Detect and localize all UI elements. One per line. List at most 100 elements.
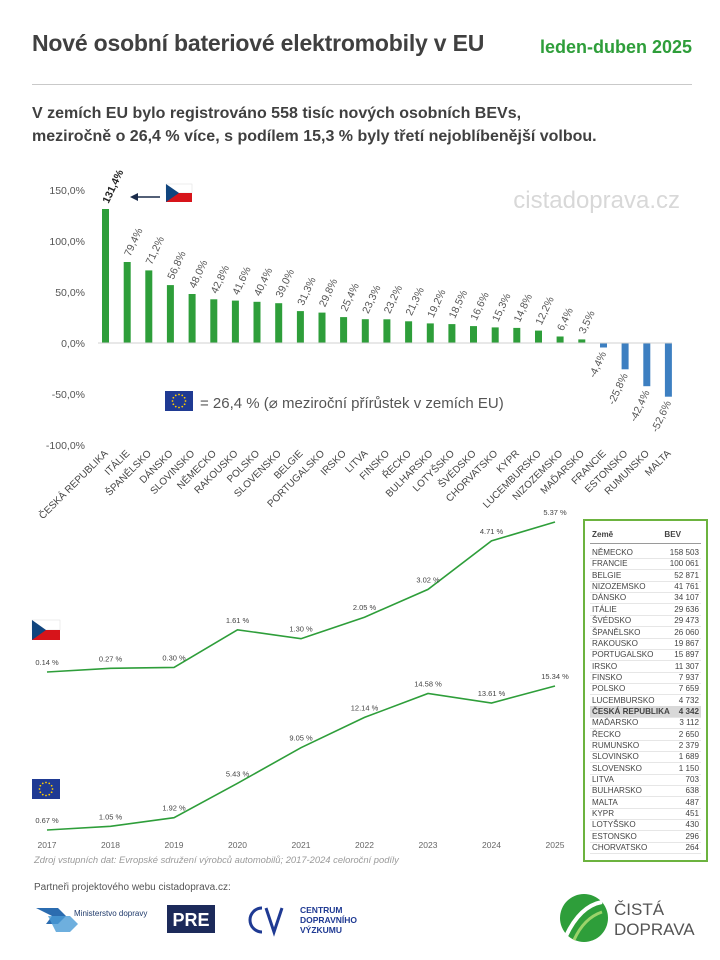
bar xyxy=(405,321,413,343)
table-row: SLOVINSKO 1 689 xyxy=(590,751,701,764)
ministry-logo-text: Ministerstvo dopravy xyxy=(74,909,147,918)
eu-star xyxy=(172,403,175,406)
bar-value-label: 42,8% xyxy=(209,264,232,296)
cdv-logo: CENTRUM DOPRAVNÍHO VÝZKUMU xyxy=(248,905,357,937)
source-note: Zdroj vstupních dat: Evropské sdružení v… xyxy=(34,854,399,865)
eu-star xyxy=(178,406,180,409)
bev-count-cell: 41 761 xyxy=(674,582,699,591)
x-tick-label: 2022 xyxy=(355,840,374,850)
bar xyxy=(210,299,218,343)
country-cell: FRANCIE xyxy=(592,559,628,569)
line-point-label: 0.27 % xyxy=(99,654,123,663)
pre-logo-text: PRE xyxy=(172,910,209,930)
bar xyxy=(231,300,239,343)
bev-count-cell: 2 379 xyxy=(678,740,699,750)
table-row: IRSKO 11 307 xyxy=(590,661,701,673)
y-tick-label: -100,0% xyxy=(46,440,85,452)
eu-star xyxy=(45,794,47,797)
bar xyxy=(253,301,261,343)
country-cell: PORTUGALSKO xyxy=(592,650,654,660)
table-row: MALTA 487 xyxy=(590,797,701,809)
bev-count-cell: 296 xyxy=(685,831,699,841)
bar-category-labels: ČESKÁ REPUBLIKAITÁLIEŠPANĚLSKODÁNSKOSLOV… xyxy=(36,447,674,522)
bar-value-label: -25,8% xyxy=(606,371,631,406)
eu-star xyxy=(184,400,187,402)
bar xyxy=(340,317,348,343)
bar-value-label: 48,0% xyxy=(187,258,210,290)
bev-count-cell: 487 xyxy=(685,797,699,807)
bev-count-cell: 3 112 xyxy=(679,718,699,728)
subtitle-line-2: meziročně o 26,4 % více, s podílem 15,3 … xyxy=(32,128,597,145)
bev-count-cell: 26 060 xyxy=(674,627,699,637)
table-row: FRANCIE 100 061 xyxy=(590,558,701,571)
bar xyxy=(535,330,542,343)
bev-count-cell: 638 xyxy=(685,786,699,796)
page-title: Nové osobní bateriové elektromobily v EU xyxy=(32,30,485,56)
table-row: MAĎARSKO 3 112 xyxy=(590,717,701,730)
eu-star xyxy=(50,791,53,794)
line-series-eu xyxy=(46,685,556,831)
bar xyxy=(123,262,131,343)
x-tick-label: 2019 xyxy=(165,840,184,850)
bar-value-label: 23,2% xyxy=(382,284,405,316)
bev-count-cell: 1 689 xyxy=(678,752,699,762)
arrow-icon xyxy=(130,193,160,201)
bar-chart: 150,0% 100,0% 50,0% 0,0% -50,0% -100,0% 131,4… xyxy=(36,167,674,521)
bar xyxy=(664,343,672,397)
line-value-labels: 0.14 % 0.27 % 0.30 % 1.61 % 1.30 % 2.05 % 3.02… xyxy=(35,508,569,825)
bar xyxy=(426,323,434,343)
x-tick-label: 2023 xyxy=(419,840,438,850)
bar-value-label: 6,4% xyxy=(555,306,576,333)
bev-table: Země BEV NĚMECKO 158 503 FRANCIE 100 061 BELGI… xyxy=(583,519,708,862)
line-point-label: 12.14 % xyxy=(351,703,379,712)
line-point-label: 0.67 % xyxy=(35,816,59,825)
bev-count-cell: 11 307 xyxy=(674,661,699,671)
line-point-label: 1.05 % xyxy=(99,812,123,821)
eu-star xyxy=(183,396,186,399)
bar-value-label: 25,4% xyxy=(338,281,361,313)
line-series-cz xyxy=(46,521,556,673)
bar xyxy=(621,343,629,370)
bar-value-label: 16,6% xyxy=(468,290,491,322)
eu-star xyxy=(38,788,41,790)
bar xyxy=(166,285,174,343)
bar xyxy=(318,312,326,343)
cdv-logo-text-1: CENTRUM xyxy=(300,905,343,915)
bar-value-label: 39,0% xyxy=(274,267,297,299)
line-point-label: 0.14 % xyxy=(35,658,59,667)
country-cell: MAĎARSKO xyxy=(592,718,639,728)
bev-count-cell: 2 650 xyxy=(678,729,699,739)
bev-count-cell: 264 xyxy=(685,843,699,853)
partners-label: Partneři projektového webu cistadoprava.… xyxy=(34,882,231,893)
line-point-label: 5.37 % xyxy=(543,508,567,517)
country-cell: NĚMECKO xyxy=(592,548,633,557)
bev-count-cell: 29 473 xyxy=(674,616,699,626)
bar-value-label: 23,3% xyxy=(360,283,383,315)
table-row: ITÁLIE 29 636 xyxy=(590,604,701,616)
bev-count-cell: 1 150 xyxy=(678,763,699,773)
bar-value-label: -4,4% xyxy=(587,350,609,380)
country-cell: ESTONSKO xyxy=(592,831,637,841)
bev-count-cell: 4 732 xyxy=(678,695,699,705)
eu-star xyxy=(181,394,184,397)
bar-value-label: 56,8% xyxy=(165,249,188,281)
bar-value-label: 79,4% xyxy=(122,226,145,258)
bar xyxy=(383,319,391,343)
bar xyxy=(600,343,607,348)
y-tick-label: 150,0% xyxy=(49,185,85,197)
table-row: BULHARSKO 638 xyxy=(590,785,701,798)
bar xyxy=(470,326,477,343)
bar xyxy=(296,311,304,343)
line-point-label: 15.34 % xyxy=(541,672,569,681)
country-cell: LOTYŠSKO xyxy=(592,820,636,830)
table-row: PORTUGALSKO 15 897 xyxy=(590,649,701,662)
eu-average-note: = 26,4 % (⌀ meziroční přírůstek v zemích… xyxy=(200,395,504,412)
cz-flag-icon-small xyxy=(31,619,61,640)
table-row: RAKOUSKO 19 867 xyxy=(590,638,701,650)
country-cell: IRSKO xyxy=(592,661,618,671)
country-cell: ŠVÉDSKO xyxy=(592,616,632,626)
eu-flag-icon xyxy=(165,391,193,411)
bar xyxy=(188,294,196,343)
eu-star xyxy=(172,396,175,399)
